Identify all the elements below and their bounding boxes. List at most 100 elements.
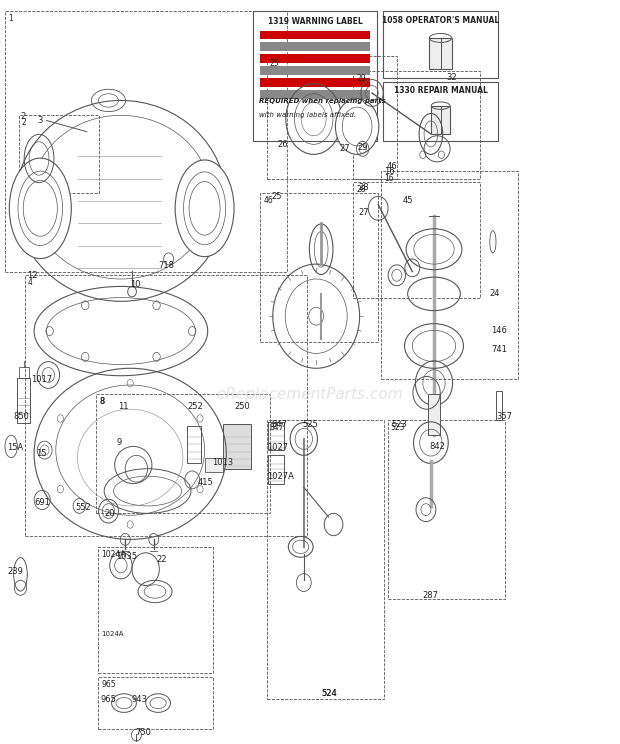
Bar: [205, 458, 223, 472]
Text: 524: 524: [321, 689, 337, 698]
Bar: [19, 367, 29, 378]
Text: 20: 20: [104, 509, 115, 518]
Bar: [260, 90, 370, 99]
Bar: [381, 171, 518, 379]
Text: 1: 1: [8, 14, 13, 23]
Bar: [383, 11, 498, 78]
Bar: [260, 78, 370, 87]
Text: 3: 3: [37, 116, 43, 125]
Text: 24: 24: [490, 289, 500, 298]
Text: 965: 965: [100, 695, 117, 704]
Bar: [428, 394, 440, 435]
Bar: [98, 677, 213, 729]
Text: 15A: 15A: [7, 443, 24, 452]
Text: 28: 28: [358, 183, 369, 192]
Text: 1058 OPERATOR'S MANUAL: 1058 OPERATOR'S MANUAL: [382, 16, 499, 25]
Text: 2: 2: [20, 112, 25, 121]
Text: 357: 357: [496, 412, 512, 421]
Bar: [388, 420, 505, 599]
Text: 29: 29: [357, 143, 368, 152]
Bar: [267, 420, 384, 699]
Text: 15: 15: [36, 449, 46, 458]
Text: 16: 16: [384, 174, 394, 183]
Text: 25: 25: [270, 59, 280, 68]
Text: 943: 943: [131, 695, 148, 704]
Bar: [96, 394, 270, 513]
Text: 27: 27: [340, 144, 350, 153]
Bar: [429, 38, 452, 69]
Text: 525: 525: [302, 420, 317, 429]
Text: 415: 415: [197, 478, 213, 487]
Text: 250: 250: [234, 403, 250, 411]
Bar: [187, 426, 201, 463]
Bar: [353, 71, 480, 179]
Bar: [268, 422, 284, 450]
Text: 22: 22: [156, 555, 167, 564]
Text: 1024A: 1024A: [101, 550, 126, 559]
Bar: [223, 424, 251, 469]
Text: 28: 28: [356, 185, 366, 194]
Bar: [496, 391, 502, 420]
Text: 239: 239: [7, 567, 24, 576]
Text: 8: 8: [99, 397, 105, 405]
Text: 146: 146: [491, 326, 507, 335]
Text: 16: 16: [384, 167, 394, 176]
Bar: [17, 378, 30, 423]
Text: 2: 2: [22, 118, 27, 127]
Bar: [253, 11, 377, 141]
Text: 29: 29: [356, 74, 366, 83]
Bar: [267, 56, 397, 179]
Text: 46: 46: [386, 162, 397, 171]
Text: 750: 750: [135, 728, 151, 737]
Bar: [268, 455, 284, 484]
Text: 847: 847: [271, 420, 287, 429]
Text: 718: 718: [158, 261, 174, 270]
Text: 32: 32: [446, 73, 457, 82]
Text: eReplacementParts.com: eReplacementParts.com: [216, 387, 404, 402]
Text: 11: 11: [118, 403, 128, 411]
Text: 1013: 1013: [212, 458, 233, 467]
Bar: [260, 31, 370, 39]
Bar: [260, 193, 378, 342]
Text: 287: 287: [423, 591, 439, 600]
Text: with warning labels affixed.: with warning labels affixed.: [259, 112, 356, 118]
Bar: [383, 82, 498, 141]
Text: 12: 12: [27, 271, 38, 280]
Text: 46: 46: [264, 196, 273, 205]
Text: 1027: 1027: [267, 443, 288, 452]
Text: 1330 REPAIR MANUAL: 1330 REPAIR MANUAL: [394, 86, 487, 95]
Text: 842: 842: [429, 442, 445, 451]
Text: 850: 850: [14, 412, 30, 421]
Bar: [25, 275, 307, 536]
Bar: [353, 182, 480, 298]
Text: 741: 741: [491, 345, 507, 354]
Text: REQUIRED when replacing parts: REQUIRED when replacing parts: [259, 98, 386, 104]
Text: 847: 847: [270, 423, 284, 432]
Text: 523: 523: [391, 420, 407, 429]
Text: 8: 8: [99, 397, 104, 406]
Ellipse shape: [335, 98, 379, 154]
Text: 25: 25: [271, 192, 281, 201]
Text: 523: 523: [391, 423, 405, 432]
Text: 1017: 1017: [31, 375, 52, 384]
Text: 4: 4: [28, 278, 33, 287]
Text: 26: 26: [277, 140, 288, 149]
Text: 1319 WARNING LABEL: 1319 WARNING LABEL: [268, 17, 362, 26]
Bar: [19, 115, 99, 193]
Text: 1035: 1035: [117, 552, 138, 561]
Bar: [260, 66, 370, 75]
Bar: [5, 11, 287, 272]
Text: 691: 691: [34, 498, 50, 507]
Bar: [260, 54, 370, 63]
Text: 965: 965: [101, 680, 116, 689]
Text: 524: 524: [321, 689, 337, 698]
Ellipse shape: [9, 158, 71, 259]
Text: 10: 10: [130, 280, 141, 289]
Bar: [432, 106, 450, 134]
Bar: [98, 547, 213, 673]
Text: 9: 9: [117, 438, 122, 447]
Bar: [260, 42, 370, 51]
Text: 1024A: 1024A: [101, 631, 123, 637]
Text: 1027A: 1027A: [267, 472, 293, 481]
Text: 45: 45: [403, 196, 414, 205]
